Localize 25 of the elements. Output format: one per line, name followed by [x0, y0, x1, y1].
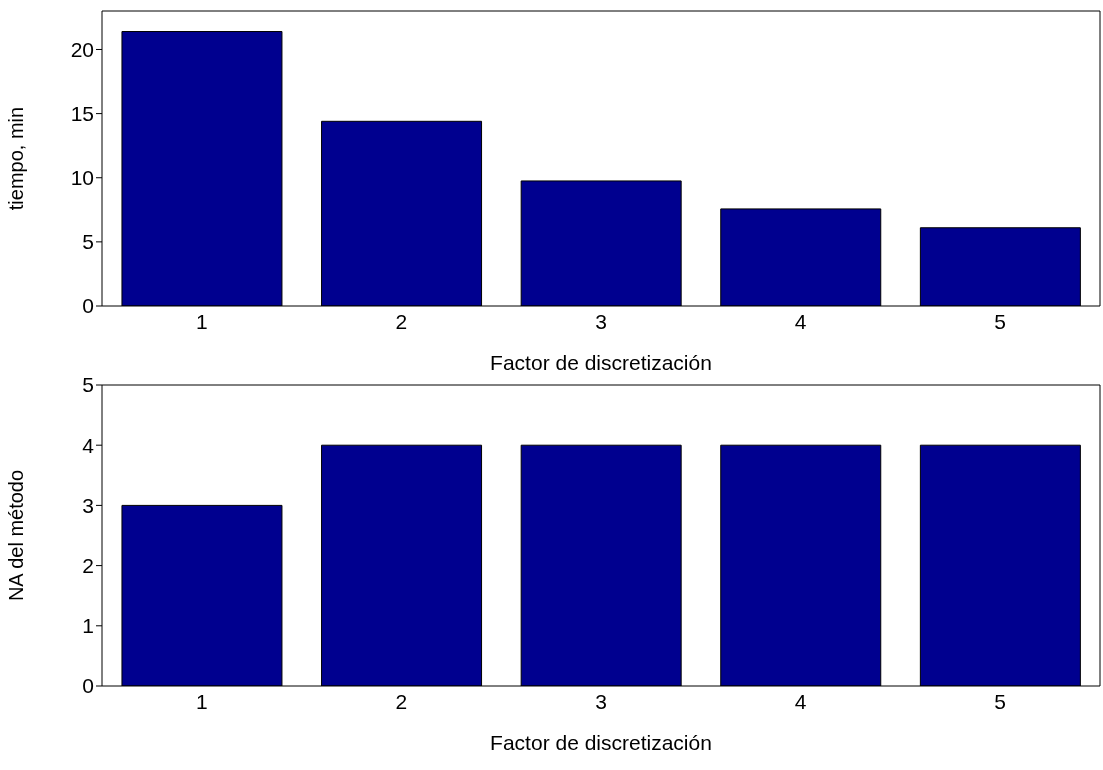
x-tick-label: 3	[595, 689, 607, 713]
y-axis-title: NA del método	[5, 469, 28, 602]
x-tick-label: 4	[794, 689, 807, 713]
y-tick-label: 0	[82, 674, 94, 698]
x-tick-label: 3	[595, 309, 607, 333]
x-tick-label: 5	[994, 689, 1007, 713]
y-tick-label: 0	[82, 294, 94, 318]
y-tick-label: 1	[82, 614, 94, 638]
y-tick-label: 5	[82, 373, 94, 397]
x-axis-title: Factor de discretización	[490, 731, 712, 754]
y-axis-title: tiempo, min	[5, 106, 28, 211]
y-tick-label: 10	[70, 166, 94, 190]
x-tick-label: 2	[395, 689, 408, 713]
x-tick-label: 2	[395, 309, 408, 333]
y-tick-label: 5	[82, 230, 94, 254]
y-tick-label: 3	[82, 493, 94, 517]
y-tick-label: 2	[82, 554, 94, 578]
x-tick-label: 1	[195, 309, 208, 333]
x-tick-label: 1	[195, 689, 208, 713]
x-axis-title: Factor de discretización	[490, 351, 712, 374]
x-tick-label: 4	[794, 309, 807, 333]
y-tick-label: 4	[82, 433, 95, 457]
x-tick-label: 5	[994, 309, 1007, 333]
y-tick-label: 15	[70, 102, 94, 126]
y-tick-label: 20	[70, 37, 94, 61]
